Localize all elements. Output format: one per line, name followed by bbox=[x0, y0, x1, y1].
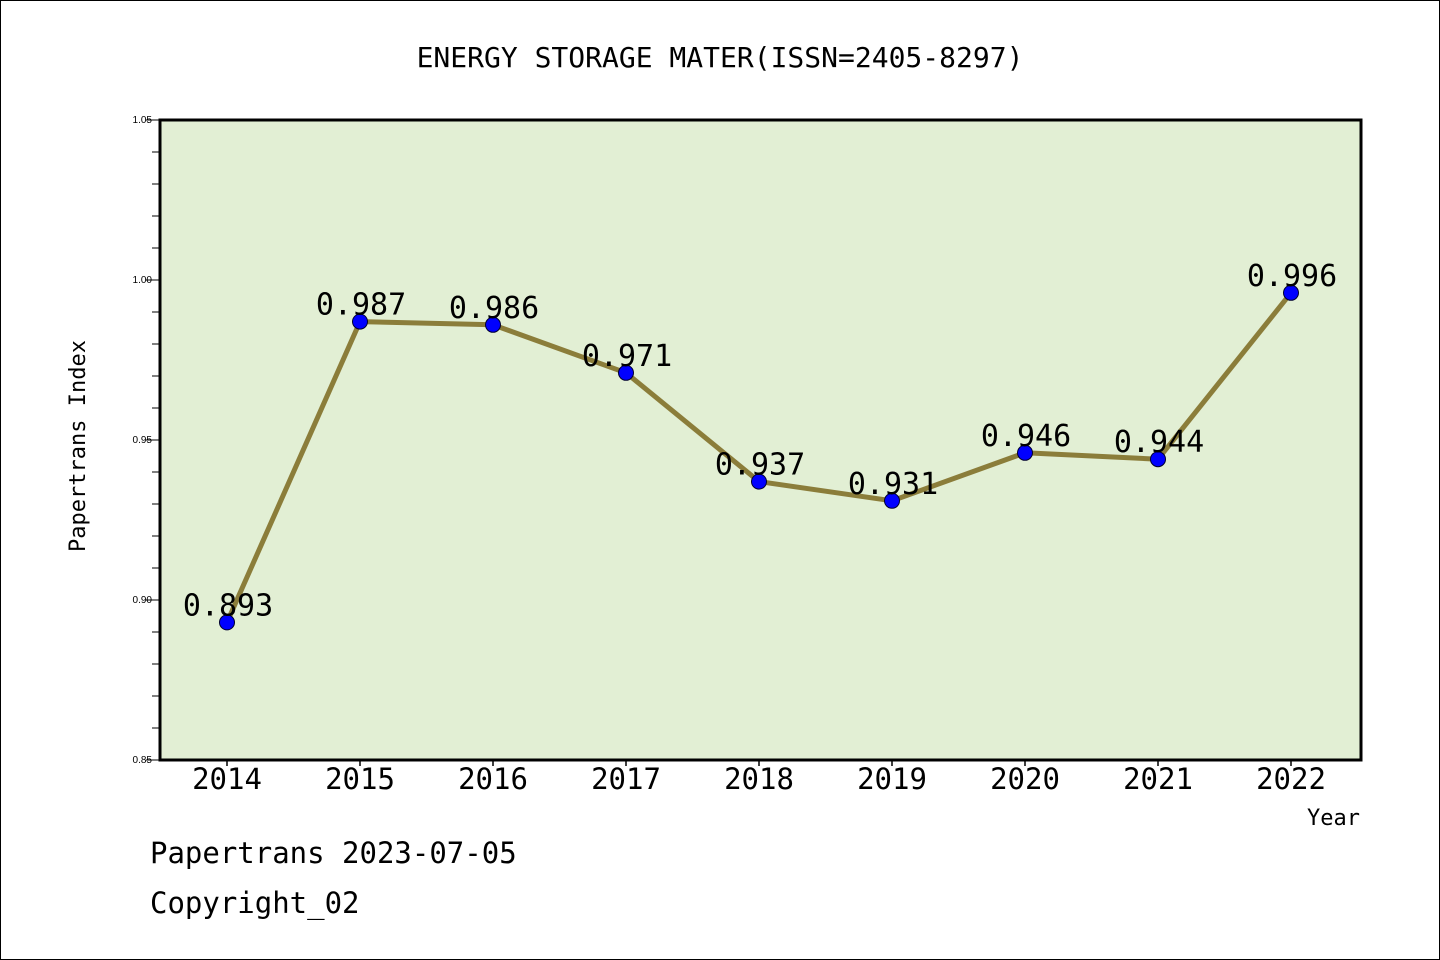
data-point bbox=[1017, 444, 1033, 461]
data-point bbox=[618, 364, 634, 381]
data-label: 0.996 bbox=[1247, 259, 1337, 294]
x-tick-label: 2019 bbox=[857, 762, 927, 796]
data-point bbox=[1150, 451, 1166, 468]
x-tick-label: 2017 bbox=[591, 762, 661, 796]
y-tick-label: 1.05 bbox=[133, 115, 153, 126]
data-point bbox=[352, 313, 368, 330]
data-point bbox=[1283, 284, 1299, 301]
x-tick-label: 2021 bbox=[1123, 762, 1193, 796]
x-tick-label: 2014 bbox=[192, 762, 262, 796]
footer-copyright: Copyright_02 bbox=[150, 886, 360, 920]
x-tick-label: 2022 bbox=[1256, 762, 1326, 796]
data-label: 0.986 bbox=[449, 291, 539, 326]
x-axis-label: Year bbox=[1307, 806, 1360, 831]
y-axis-label: Papertrans Index bbox=[66, 340, 91, 552]
data-label: 0.987 bbox=[316, 288, 406, 323]
data-label: 0.971 bbox=[582, 339, 672, 374]
y-tick-label: 1.00 bbox=[133, 275, 153, 286]
y-tick-label: 0.90 bbox=[133, 595, 153, 606]
data-point bbox=[751, 473, 767, 490]
x-tick-label: 2016 bbox=[458, 762, 528, 796]
y-tick-label: 0.85 bbox=[133, 755, 153, 766]
data-point bbox=[485, 316, 501, 333]
footer-date: Papertrans 2023-07-05 bbox=[150, 836, 517, 870]
data-point bbox=[884, 492, 900, 509]
data-label: 0.944 bbox=[1114, 425, 1204, 460]
x-axis-ticks: 2014 2015 2016 2017 2018 2019 2020 2021 2022 bbox=[192, 760, 1326, 796]
data-label: 0.937 bbox=[715, 448, 805, 483]
chart-title: ENERGY STORAGE MATER(ISSN=2405-8297) bbox=[417, 41, 1024, 74]
data-labels: 0.893 0.987 0.986 0.971 0.937 0.931 0.946 0.944… bbox=[183, 259, 1337, 624]
series-markers bbox=[219, 284, 1299, 631]
x-tick-label: 2018 bbox=[724, 762, 794, 796]
data-label: 0.893 bbox=[183, 588, 273, 623]
x-tick-label: 2015 bbox=[325, 762, 395, 796]
data-label: 0.946 bbox=[981, 419, 1071, 454]
plot-area bbox=[158, 118, 1363, 762]
data-label: 0.931 bbox=[848, 467, 938, 502]
data-point bbox=[219, 614, 235, 631]
x-tick-label: 2020 bbox=[990, 762, 1060, 796]
y-axis-ticks: 0.85 0.90 0.95 1.00 1.05 bbox=[133, 115, 160, 766]
y-tick-label: 0.95 bbox=[133, 435, 153, 446]
y-minor-ticks bbox=[152, 151, 160, 729]
